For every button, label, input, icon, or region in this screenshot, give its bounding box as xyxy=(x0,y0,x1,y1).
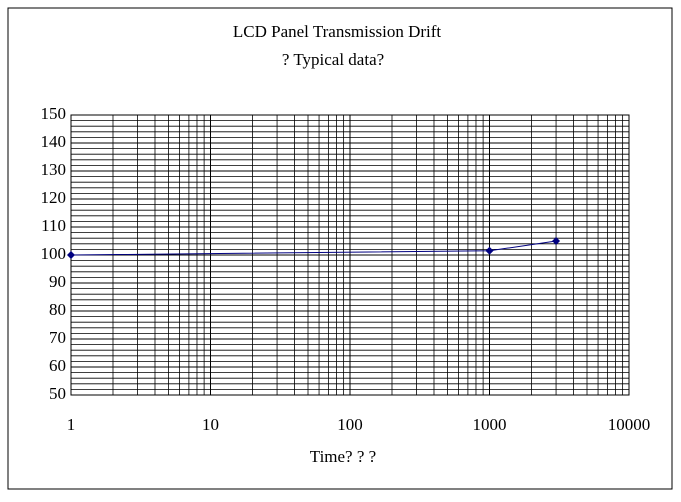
chart-subtitle: ? Typical data? xyxy=(282,50,384,69)
x-tick-label: 1000 xyxy=(473,415,507,434)
y-tick-label: 140 xyxy=(41,132,67,151)
y-tick-label: 70 xyxy=(49,328,66,347)
y-tick-label: 110 xyxy=(41,216,66,235)
x-tick-label: 100 xyxy=(337,415,363,434)
y-tick-label: 100 xyxy=(41,244,67,263)
y-tick-label: 150 xyxy=(41,104,67,123)
chart-frame xyxy=(7,7,673,490)
data-point xyxy=(552,237,561,245)
data-point xyxy=(485,246,494,255)
y-tick-label: 130 xyxy=(41,160,67,179)
chart-title: LCD Panel Transmission Drift xyxy=(233,22,442,41)
x-tick-label: 10 xyxy=(202,415,219,434)
y-tick-label: 50 xyxy=(49,384,66,403)
y-tick-label: 120 xyxy=(41,188,67,207)
y-tick-label: 60 xyxy=(49,356,66,375)
x-axis-label: Time? ? ? xyxy=(310,447,376,466)
y-tick-label: 90 xyxy=(49,272,66,291)
data-point xyxy=(67,251,75,259)
y-tick-label: 80 xyxy=(49,300,66,319)
x-tick-label: 1 xyxy=(67,415,76,434)
x-tick-label: 10000 xyxy=(608,415,651,434)
